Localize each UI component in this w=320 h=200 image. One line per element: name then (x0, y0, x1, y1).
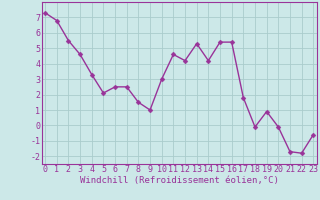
X-axis label: Windchill (Refroidissement éolien,°C): Windchill (Refroidissement éolien,°C) (80, 176, 279, 185)
